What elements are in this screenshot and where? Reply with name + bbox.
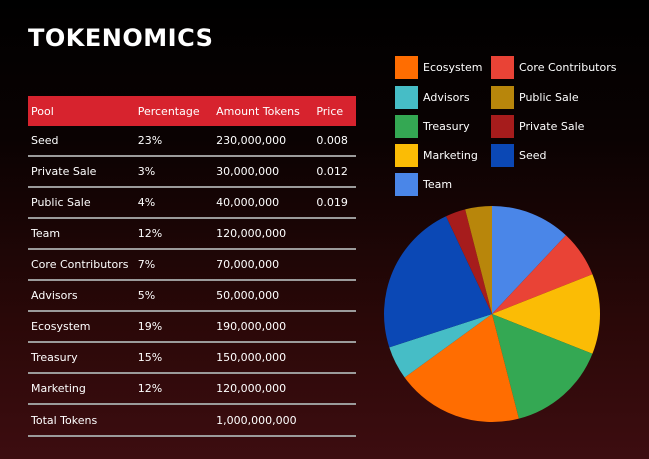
- table-row: Private Sale 3% 30,000,000 0.012: [28, 156, 356, 188]
- legend-item-advisors: Advisors: [395, 86, 470, 109]
- table-row: Public Sale 4% 40,000,000 0.019: [28, 187, 356, 219]
- cell-percentage: 19%: [134, 311, 214, 343]
- legend-swatch: [491, 86, 514, 109]
- legend-item-team: Team: [395, 173, 452, 196]
- legend-swatch: [395, 56, 418, 79]
- total-amount: 1,000,000,000: [213, 404, 314, 437]
- pie-slice-private-sale: [446, 209, 492, 314]
- pie-slice-advisors: [389, 314, 492, 378]
- cell-pool: Core Contributors: [28, 249, 135, 281]
- legend-swatch: [395, 144, 418, 167]
- legend-item-ecosystem: Ecosystem: [395, 56, 483, 79]
- legend-label: Public Sale: [519, 91, 579, 104]
- cell-price: 0.019: [313, 187, 356, 219]
- cell-pool: Advisors: [28, 280, 135, 312]
- column-header-pool: Pool: [31, 104, 54, 118]
- table-row: Ecosystem 19% 190,000,000: [28, 311, 356, 343]
- total-percentage: [134, 404, 214, 437]
- cell-percentage: 15%: [134, 342, 214, 374]
- cell-percentage: 5%: [134, 280, 214, 312]
- cell-amount: 150,000,000: [213, 342, 314, 374]
- cell-amount: 120,000,000: [213, 373, 314, 405]
- cell-amount: 120,000,000: [213, 218, 314, 250]
- cell-amount: 50,000,000: [213, 280, 314, 312]
- cell-price: [313, 342, 356, 374]
- page-title: TOKENOMICS: [28, 24, 214, 52]
- tokenomics-table: Pool Percentage Amount Tokens Price Seed…: [28, 96, 356, 437]
- legend-label: Marketing: [423, 149, 478, 162]
- legend-swatch: [395, 115, 418, 138]
- table-row: Team 12% 120,000,000: [28, 218, 356, 250]
- cell-price: [313, 218, 356, 250]
- column-header-percentage: Percentage: [137, 104, 200, 118]
- legend-swatch: [491, 56, 514, 79]
- column-header-price: Price: [316, 104, 344, 118]
- cell-price: [313, 373, 356, 405]
- legend-label: Ecosystem: [423, 61, 483, 74]
- cell-amount: 230,000,000: [213, 126, 314, 157]
- cell-percentage: 23%: [134, 126, 214, 157]
- pie-slice-team: [492, 206, 566, 314]
- legend-swatch: [395, 86, 418, 109]
- legend-item-core-contributors: Core Contributors: [491, 56, 616, 79]
- cell-price: [313, 249, 356, 281]
- table-row: Core Contributors 7% 70,000,000: [28, 249, 356, 281]
- legend-item-public-sale: Public Sale: [491, 86, 579, 109]
- legend-label: Treasury: [423, 120, 470, 133]
- legend-swatch: [491, 115, 514, 138]
- cell-price: [313, 280, 356, 312]
- table-row: Seed 23% 230,000,000 0.008: [28, 126, 356, 157]
- cell-price: [313, 311, 356, 343]
- pie-slice-core-contributors: [492, 235, 593, 314]
- cell-percentage: 7%: [134, 249, 214, 281]
- pie-slice-ecosystem: [404, 314, 519, 423]
- total-price: [313, 404, 356, 437]
- cell-pool: Seed: [28, 126, 135, 157]
- cell-percentage: 4%: [134, 187, 214, 219]
- pie-chart: [384, 206, 601, 423]
- cell-pool: Team: [28, 218, 135, 250]
- pie-slice-treasury: [492, 314, 593, 419]
- cell-pool: Ecosystem: [28, 311, 135, 343]
- legend-item-seed: Seed: [491, 144, 547, 167]
- pie-slice-marketing: [492, 274, 601, 354]
- legend-label: Advisors: [423, 91, 470, 104]
- column-header-amount: Amount Tokens: [216, 104, 300, 118]
- legend-swatch: [491, 144, 514, 167]
- cell-pool: Treasury: [28, 342, 135, 374]
- legend-item-marketing: Marketing: [395, 144, 478, 167]
- cell-amount: 190,000,000: [213, 311, 314, 343]
- cell-pool: Marketing: [28, 373, 135, 405]
- legend-item-treasury: Treasury: [395, 115, 470, 138]
- cell-price: 0.012: [313, 156, 356, 188]
- cell-pool: Private Sale: [28, 156, 135, 188]
- cell-amount: 70,000,000: [213, 249, 314, 281]
- cell-amount: 30,000,000: [213, 156, 314, 188]
- legend-label: Seed: [519, 149, 547, 162]
- cell-percentage: 3%: [134, 156, 214, 188]
- legend-label: Team: [423, 178, 453, 191]
- pie-slice-public-sale: [465, 206, 492, 314]
- table-row: Treasury 15% 150,000,000: [28, 342, 356, 374]
- table-row: Advisors 5% 50,000,000: [28, 280, 356, 312]
- table-row: Marketing 12% 120,000,000: [28, 373, 356, 405]
- table-header-row: Pool Percentage Amount Tokens Price: [28, 96, 356, 126]
- cell-price: 0.008: [313, 126, 356, 157]
- legend-label: Core Contributors: [519, 61, 617, 74]
- cell-amount: 40,000,000: [213, 187, 314, 219]
- legend-item-private-sale: Private Sale: [491, 115, 584, 138]
- cell-percentage: 12%: [134, 373, 214, 405]
- cell-pool: Public Sale: [28, 187, 135, 219]
- table-total-row: Total Tokens 1,000,000,000: [28, 404, 356, 437]
- legend-label: Private Sale: [519, 120, 585, 133]
- total-label: Total Tokens: [28, 404, 135, 437]
- pie-slice-seed: [384, 216, 492, 348]
- legend-swatch: [395, 173, 418, 196]
- cell-percentage: 12%: [134, 218, 214, 250]
